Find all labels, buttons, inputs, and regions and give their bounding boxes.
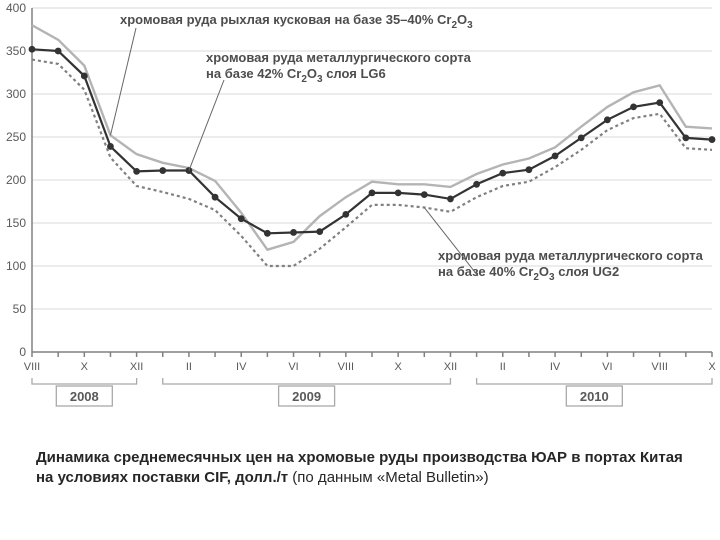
caption-tail: (по данным «Metal Bulletin»): [288, 469, 488, 486]
series-annotation: на базе 40% Cr2O3 слоя UG2: [438, 264, 619, 283]
series-marker: [238, 215, 245, 222]
series-marker: [578, 134, 585, 141]
series-marker: [656, 99, 663, 106]
y-tick-label: 50: [13, 302, 27, 316]
series-marker: [290, 229, 297, 236]
x-tick-label: IV: [236, 361, 247, 373]
y-tick-label: 200: [6, 173, 26, 187]
series-marker: [526, 166, 533, 173]
series-marker: [133, 168, 140, 175]
series-marker: [552, 153, 559, 160]
series-marker: [55, 48, 62, 55]
series-marker: [369, 190, 376, 197]
series-annotation: хромовая руда металлургического сорта: [206, 50, 472, 65]
x-tick-label: VIII: [651, 361, 668, 373]
y-tick-label: 350: [6, 44, 26, 58]
x-tick-label: VIII: [24, 361, 41, 373]
series-marker: [159, 167, 166, 174]
x-tick-label: VIII: [338, 361, 355, 373]
x-tick-label: XII: [130, 361, 143, 373]
y-tick-label: 100: [6, 259, 26, 273]
year-label: 2008: [70, 389, 99, 404]
x-tick-label: X: [394, 361, 402, 373]
series-marker: [499, 170, 506, 177]
series-annotation: хромовая руда рыхлая кусковая на базе 35…: [120, 12, 473, 31]
y-tick-label: 400: [6, 1, 26, 15]
series-marker: [342, 211, 349, 218]
x-tick-label: XII: [444, 361, 457, 373]
series-marker: [709, 136, 716, 143]
series-marker: [29, 46, 36, 53]
chart-svg: 050100150200250300350400VIIIXXIIIIIVVIVI…: [0, 0, 720, 420]
series-marker: [630, 104, 637, 111]
year-label: 2009: [292, 389, 321, 404]
series-marker: [186, 167, 193, 174]
series-marker: [212, 194, 219, 201]
series-line: [32, 60, 712, 266]
series-marker: [473, 181, 480, 188]
x-tick-label: II: [186, 361, 192, 373]
series-marker: [604, 116, 611, 123]
series-annotation: на базе 42% Cr2O3 слоя LG6: [206, 66, 386, 85]
x-tick-label: IV: [550, 361, 561, 373]
y-tick-label: 300: [6, 87, 26, 101]
x-tick-label: VI: [602, 361, 612, 373]
series-annotation: хромовая руда металлургического сорта: [438, 248, 704, 263]
x-tick-label: X: [81, 361, 89, 373]
series-marker: [421, 191, 428, 198]
series-marker: [682, 134, 689, 141]
year-label: 2010: [580, 389, 609, 404]
x-tick-label: II: [500, 361, 506, 373]
series-marker: [316, 228, 323, 235]
figure-caption: Динамика среднемесячных цен на хромовые …: [36, 448, 692, 487]
series-marker: [447, 196, 454, 203]
x-tick-label: VI: [288, 361, 298, 373]
price-chart: 050100150200250300350400VIIIXXIIIIIVVIVI…: [0, 0, 720, 420]
y-tick-label: 0: [19, 345, 26, 359]
series-marker: [81, 73, 88, 80]
x-tick-label: X: [708, 361, 716, 373]
y-tick-label: 150: [6, 216, 26, 230]
y-tick-label: 250: [6, 130, 26, 144]
series-marker: [264, 230, 271, 237]
series-marker: [395, 190, 402, 197]
